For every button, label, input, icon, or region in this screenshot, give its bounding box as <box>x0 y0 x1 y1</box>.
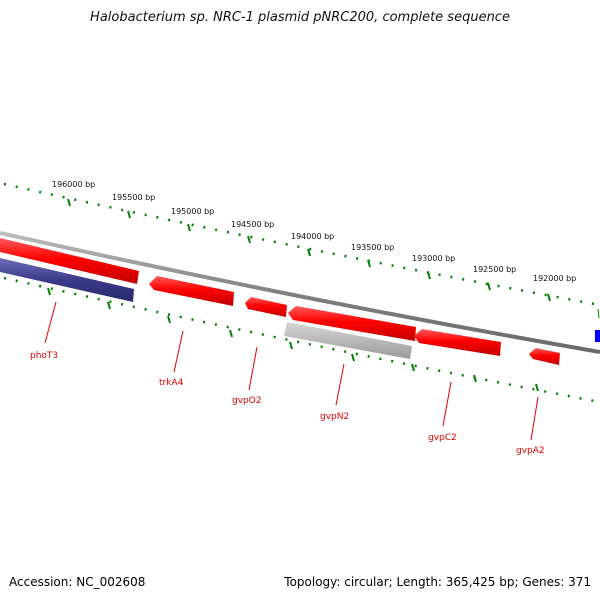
gene-label-gvpN2: gvpN2 <box>320 412 349 422</box>
major-tick <box>473 374 477 383</box>
major-tick <box>187 223 191 232</box>
gene-label-gvpC2: gvpC2 <box>428 433 457 443</box>
leader-gvpO2 <box>248 346 258 391</box>
major-tick <box>229 329 233 338</box>
bp-labels: 196000 bp 195500 bp 195000 bp 194500 bp … <box>52 180 576 283</box>
inner-minor-ticks <box>3 276 600 404</box>
gene-arrow-gvpN2-top <box>288 306 416 341</box>
gene-arrow-gvpN2 <box>284 322 412 359</box>
outer-minor-ticks <box>3 182 600 307</box>
gene-label-phoT3: phoT3 <box>30 351 58 361</box>
reverse-strand-genes <box>0 258 600 365</box>
major-tick <box>411 363 415 372</box>
major-tick <box>367 259 371 268</box>
major-tick <box>107 301 111 310</box>
gene-arrow-phoT3 <box>0 258 134 302</box>
leader-gvpC2 <box>442 381 452 427</box>
major-tick <box>67 198 71 207</box>
major-tick <box>535 383 539 392</box>
major-tick <box>127 210 131 219</box>
genome-stats-text: Topology: circular; Length: 365,425 bp; … <box>284 575 591 589</box>
gene-arrow-gvpA2 <box>529 348 560 365</box>
gene-arrow-trkA4 <box>149 276 234 306</box>
bp-label: 195000 bp <box>171 207 214 216</box>
edge-tick <box>597 308 600 319</box>
bp-label: 196000 bp <box>52 180 95 189</box>
leader-phoT3 <box>44 301 57 344</box>
bp-label: 192000 bp <box>533 274 576 283</box>
plasmid-backbone <box>0 231 600 354</box>
major-tick <box>487 282 491 291</box>
major-tick <box>547 293 551 302</box>
major-tick <box>247 235 251 244</box>
outer-tick-ring <box>3 182 600 319</box>
gene-label-gvpO2: gvpO2 <box>232 396 262 406</box>
page-title: Halobacterium sp. NRC-1 plasmid pNRC200,… <box>90 10 510 25</box>
bp-label: 195500 bp <box>112 193 155 202</box>
gene-labels: phoT3 trkA4 gvpO2 gvpN2 gvpC2 gvpA2 <box>30 351 545 456</box>
leader-trkA4 <box>173 330 184 373</box>
forward-strand-genes <box>0 238 139 284</box>
leader-gvpN2 <box>335 363 345 406</box>
gene-marker-edge <box>595 330 600 342</box>
major-tick <box>167 315 171 324</box>
inner-tick-ring <box>3 276 600 404</box>
gene-arrow-phoT3-forward <box>0 238 139 284</box>
bp-label: 192500 bp <box>473 265 516 274</box>
gene-leaders <box>44 301 539 441</box>
major-tick <box>427 271 431 280</box>
bp-label: 194500 bp <box>231 220 274 229</box>
major-tick <box>47 287 51 296</box>
gene-label-gvpA2: gvpA2 <box>516 446 545 456</box>
bp-label: 194000 bp <box>291 232 334 241</box>
major-tick <box>307 248 311 257</box>
bp-label: 193000 bp <box>412 254 455 263</box>
gene-arrow-gvpC2 <box>414 329 501 356</box>
gene-arrow-gvpO2 <box>245 297 287 317</box>
major-tick <box>351 353 355 362</box>
accession-text: Accession: NC_002608 <box>9 575 146 589</box>
major-tick <box>289 341 293 350</box>
leader-gvpA2 <box>530 396 539 441</box>
bp-label: 193500 bp <box>351 243 394 252</box>
gene-label-trkA4: trkA4 <box>159 378 184 388</box>
